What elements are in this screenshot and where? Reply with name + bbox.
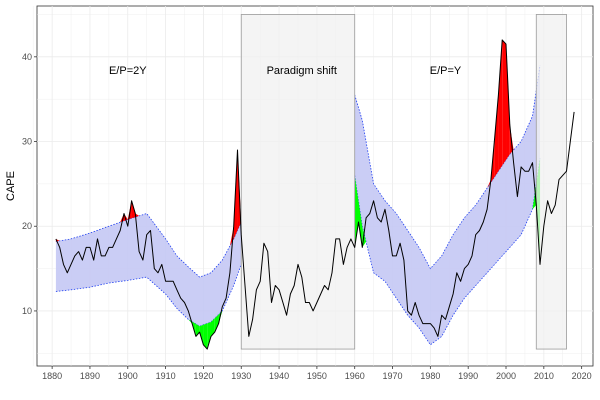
valuation-band	[55, 39, 541, 350]
cape-line	[55, 39, 575, 350]
x-tick-label-1940: 1940	[269, 371, 289, 381]
shaded-region-2	[535, 14, 567, 350]
annotation-2: Paradigm shift	[267, 65, 337, 77]
x-tick-label-1980: 1980	[420, 371, 440, 381]
annotations: E/P=2Y Paradigm shift E/P=Y	[109, 65, 462, 77]
x-tick-label-1880: 1880	[42, 371, 62, 381]
y-tick-label-10: 10	[22, 306, 32, 316]
below-band-fill	[214, 314, 219, 333]
above-band-fill	[127, 200, 132, 220]
x-tick-label-1930: 1930	[231, 371, 251, 381]
above-band-fill	[494, 94, 499, 177]
band-1-upper-edge	[55, 213, 242, 278]
below-band-fill	[188, 319, 193, 324]
below-band-fill	[210, 318, 215, 337]
below-band-fill	[532, 183, 537, 210]
x-tick-label-2010: 2010	[534, 371, 554, 381]
band-1-fill	[55, 213, 242, 327]
band-2-lower-edge	[354, 158, 541, 346]
y-tick-label-30: 30	[22, 137, 32, 147]
x-tick-label-1970: 1970	[383, 371, 403, 381]
x-tick-label-1990: 1990	[458, 371, 478, 381]
x-tick-label-2000: 2000	[496, 371, 516, 381]
x-tick-label-1920: 1920	[193, 371, 213, 381]
annotation-1: E/P=2Y	[109, 65, 147, 77]
y-axis-title: CAPE	[5, 171, 17, 201]
above-band-fill	[229, 226, 234, 246]
x-tick-label-1890: 1890	[80, 371, 100, 381]
below-band-fill	[358, 200, 363, 248]
x-tick-label-1900: 1900	[118, 371, 138, 381]
above-band-fill	[487, 179, 491, 189]
x-tick-label-1910: 1910	[156, 371, 176, 381]
shaded-regions	[240, 14, 567, 350]
above-band-fill	[498, 39, 503, 172]
y-tick-label-20: 20	[22, 221, 32, 231]
below-band-fill	[354, 175, 359, 248]
below-band-fill	[199, 324, 204, 345]
above-band-fill	[502, 39, 507, 166]
x-tick-label-2020: 2020	[572, 371, 592, 381]
below-band-fill	[195, 323, 200, 337]
x-tick-label-1950: 1950	[307, 371, 327, 381]
axes: 1880 1890 1900 1910 1920 1930 1940 1950 1960 1970…	[22, 52, 592, 381]
annotation-3: E/P=Y	[430, 65, 462, 77]
y-tick-label-40: 40	[22, 52, 32, 62]
band-2-upper-edge	[354, 65, 541, 270]
cape-series	[55, 39, 575, 350]
band-1-lower-edge	[55, 264, 242, 327]
above-band-fill	[135, 213, 140, 218]
shaded-region-1	[240, 14, 356, 350]
below-band-fill	[203, 323, 208, 350]
band-2-fill	[354, 65, 540, 345]
below-band-fill	[207, 321, 211, 350]
x-tick-label-1960: 1960	[345, 371, 365, 381]
